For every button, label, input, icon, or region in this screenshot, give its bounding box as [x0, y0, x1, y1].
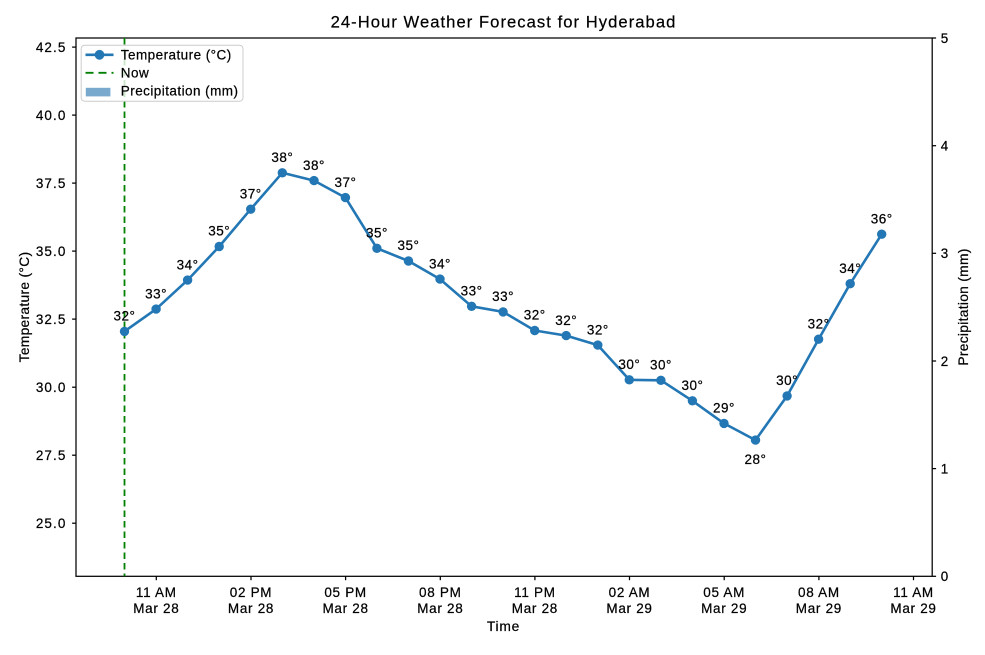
- svg-text:Now: Now: [121, 65, 149, 80]
- svg-text:33°: 33°: [145, 286, 167, 301]
- svg-text:Mar 29: Mar 29: [890, 601, 936, 616]
- svg-text:0: 0: [941, 569, 948, 584]
- svg-text:Mar 29: Mar 29: [701, 601, 747, 616]
- svg-text:35°: 35°: [398, 238, 420, 253]
- svg-text:35.0: 35.0: [36, 244, 67, 259]
- svg-text:38°: 38°: [271, 150, 293, 165]
- svg-text:3: 3: [941, 246, 948, 261]
- svg-text:40.0: 40.0: [36, 108, 67, 123]
- svg-text:08 AM: 08 AM: [798, 585, 840, 600]
- svg-text:37.5: 37.5: [36, 176, 67, 191]
- svg-text:38°: 38°: [303, 158, 325, 173]
- svg-text:32°: 32°: [114, 309, 136, 324]
- svg-text:11 AM: 11 AM: [136, 585, 177, 600]
- svg-text:37°: 37°: [334, 175, 356, 190]
- svg-text:08 PM: 08 PM: [419, 585, 462, 600]
- svg-text:5: 5: [941, 31, 948, 46]
- svg-text:33°: 33°: [461, 284, 483, 299]
- svg-text:30°: 30°: [650, 358, 672, 373]
- svg-text:24-Hour Weather Forecast for H: 24-Hour Weather Forecast for Hyderabad: [331, 13, 677, 32]
- svg-text:34°: 34°: [177, 257, 199, 272]
- svg-text:25.0: 25.0: [36, 516, 67, 531]
- svg-text:27.5: 27.5: [36, 448, 67, 463]
- svg-text:42.5: 42.5: [36, 40, 67, 55]
- svg-text:32°: 32°: [587, 322, 609, 337]
- svg-text:Mar 29: Mar 29: [606, 601, 652, 616]
- svg-text:02 PM: 02 PM: [230, 585, 273, 600]
- svg-text:34°: 34°: [839, 261, 861, 276]
- svg-text:Precipitation (mm): Precipitation (mm): [121, 83, 239, 98]
- svg-text:28°: 28°: [745, 452, 767, 467]
- svg-text:Mar 29: Mar 29: [796, 601, 842, 616]
- svg-text:2: 2: [941, 354, 948, 369]
- svg-text:Mar 28: Mar 28: [322, 601, 368, 616]
- svg-text:Mar 28: Mar 28: [512, 601, 558, 616]
- svg-text:32°: 32°: [524, 308, 546, 323]
- svg-text:Precipitation (mm): Precipitation (mm): [956, 248, 971, 365]
- svg-text:30.0: 30.0: [36, 380, 67, 395]
- svg-text:1: 1: [941, 461, 948, 476]
- svg-text:33°: 33°: [492, 289, 514, 304]
- svg-text:30°: 30°: [776, 373, 798, 388]
- svg-text:4: 4: [941, 139, 949, 154]
- svg-text:Temperature (°C): Temperature (°C): [121, 47, 232, 62]
- svg-text:Mar 28: Mar 28: [133, 601, 179, 616]
- svg-text:35°: 35°: [366, 226, 388, 241]
- svg-text:30°: 30°: [681, 378, 703, 393]
- svg-text:Mar 28: Mar 28: [228, 601, 274, 616]
- svg-text:Temperature (°C): Temperature (°C): [17, 252, 32, 363]
- svg-text:34°: 34°: [429, 256, 451, 271]
- svg-text:05 AM: 05 AM: [703, 585, 745, 600]
- svg-text:32.5: 32.5: [36, 312, 67, 327]
- svg-text:29°: 29°: [713, 401, 735, 416]
- svg-text:05 PM: 05 PM: [324, 585, 367, 600]
- svg-text:11 AM: 11 AM: [893, 585, 934, 600]
- svg-text:36°: 36°: [871, 211, 893, 226]
- svg-text:32°: 32°: [555, 313, 577, 328]
- svg-text:Mar 28: Mar 28: [417, 601, 463, 616]
- svg-text:02 AM: 02 AM: [609, 585, 651, 600]
- svg-text:11 PM: 11 PM: [514, 585, 556, 600]
- svg-text:32°: 32°: [808, 316, 830, 331]
- svg-text:35°: 35°: [208, 224, 230, 239]
- svg-text:37°: 37°: [240, 186, 262, 201]
- svg-text:Time: Time: [487, 619, 520, 634]
- svg-text:30°: 30°: [618, 357, 640, 372]
